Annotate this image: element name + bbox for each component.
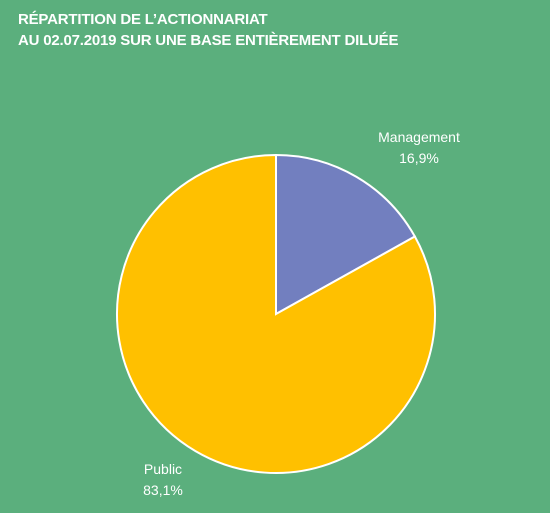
chart-title-block: RÉPARTITION DE L’ACTIONNARIAT AU 02.07.2…	[18, 9, 398, 51]
chart-title: RÉPARTITION DE L’ACTIONNARIAT	[18, 11, 268, 28]
slice-value-management: 16,9%	[399, 150, 439, 166]
pie-slices	[116, 153, 436, 474]
pie-labels: Management 16,9% Public 83,1%	[143, 129, 460, 498]
slice-value-public: 83,1%	[143, 482, 183, 498]
pie-slice-management	[275, 153, 417, 316]
slice-label-management: Management	[378, 129, 460, 145]
slice-label-public: Public	[144, 461, 182, 477]
pie-slice-public	[116, 153, 436, 474]
chart-subtitle: AU 02.07.2019 SUR UNE BASE ENTIÈREMENT D…	[18, 32, 399, 49]
